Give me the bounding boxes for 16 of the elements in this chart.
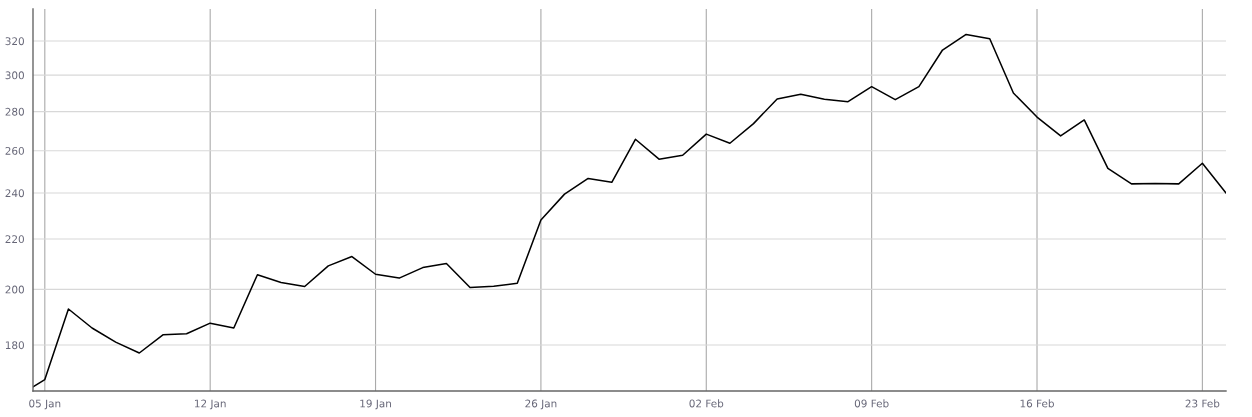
x-tick-label: 09 Feb — [854, 399, 889, 408]
x-tick-label: 26 Jan — [525, 399, 557, 410]
y-tick-label: 220 — [5, 235, 24, 244]
y-tick-label: 320 — [5, 37, 24, 46]
y-tick-label: 280 — [5, 107, 24, 116]
x-tick-label: 19 Jan — [360, 399, 391, 410]
x-tick-label: 05 Jan — [29, 399, 61, 410]
x-tick-label: 12 Jan — [195, 399, 226, 410]
y-tick-label: 180 — [5, 341, 24, 350]
x-tick-label: 16 Feb — [1020, 399, 1054, 408]
y-tick-label: 240 — [5, 189, 24, 198]
y-tick-label: 200 — [5, 285, 24, 294]
y-tick-label: 260 — [5, 146, 24, 155]
x-tick-label: 02 Feb — [689, 399, 724, 408]
x-tick-label: 23 Feb — [1185, 399, 1220, 408]
y-tick-label: 300 — [5, 71, 24, 80]
